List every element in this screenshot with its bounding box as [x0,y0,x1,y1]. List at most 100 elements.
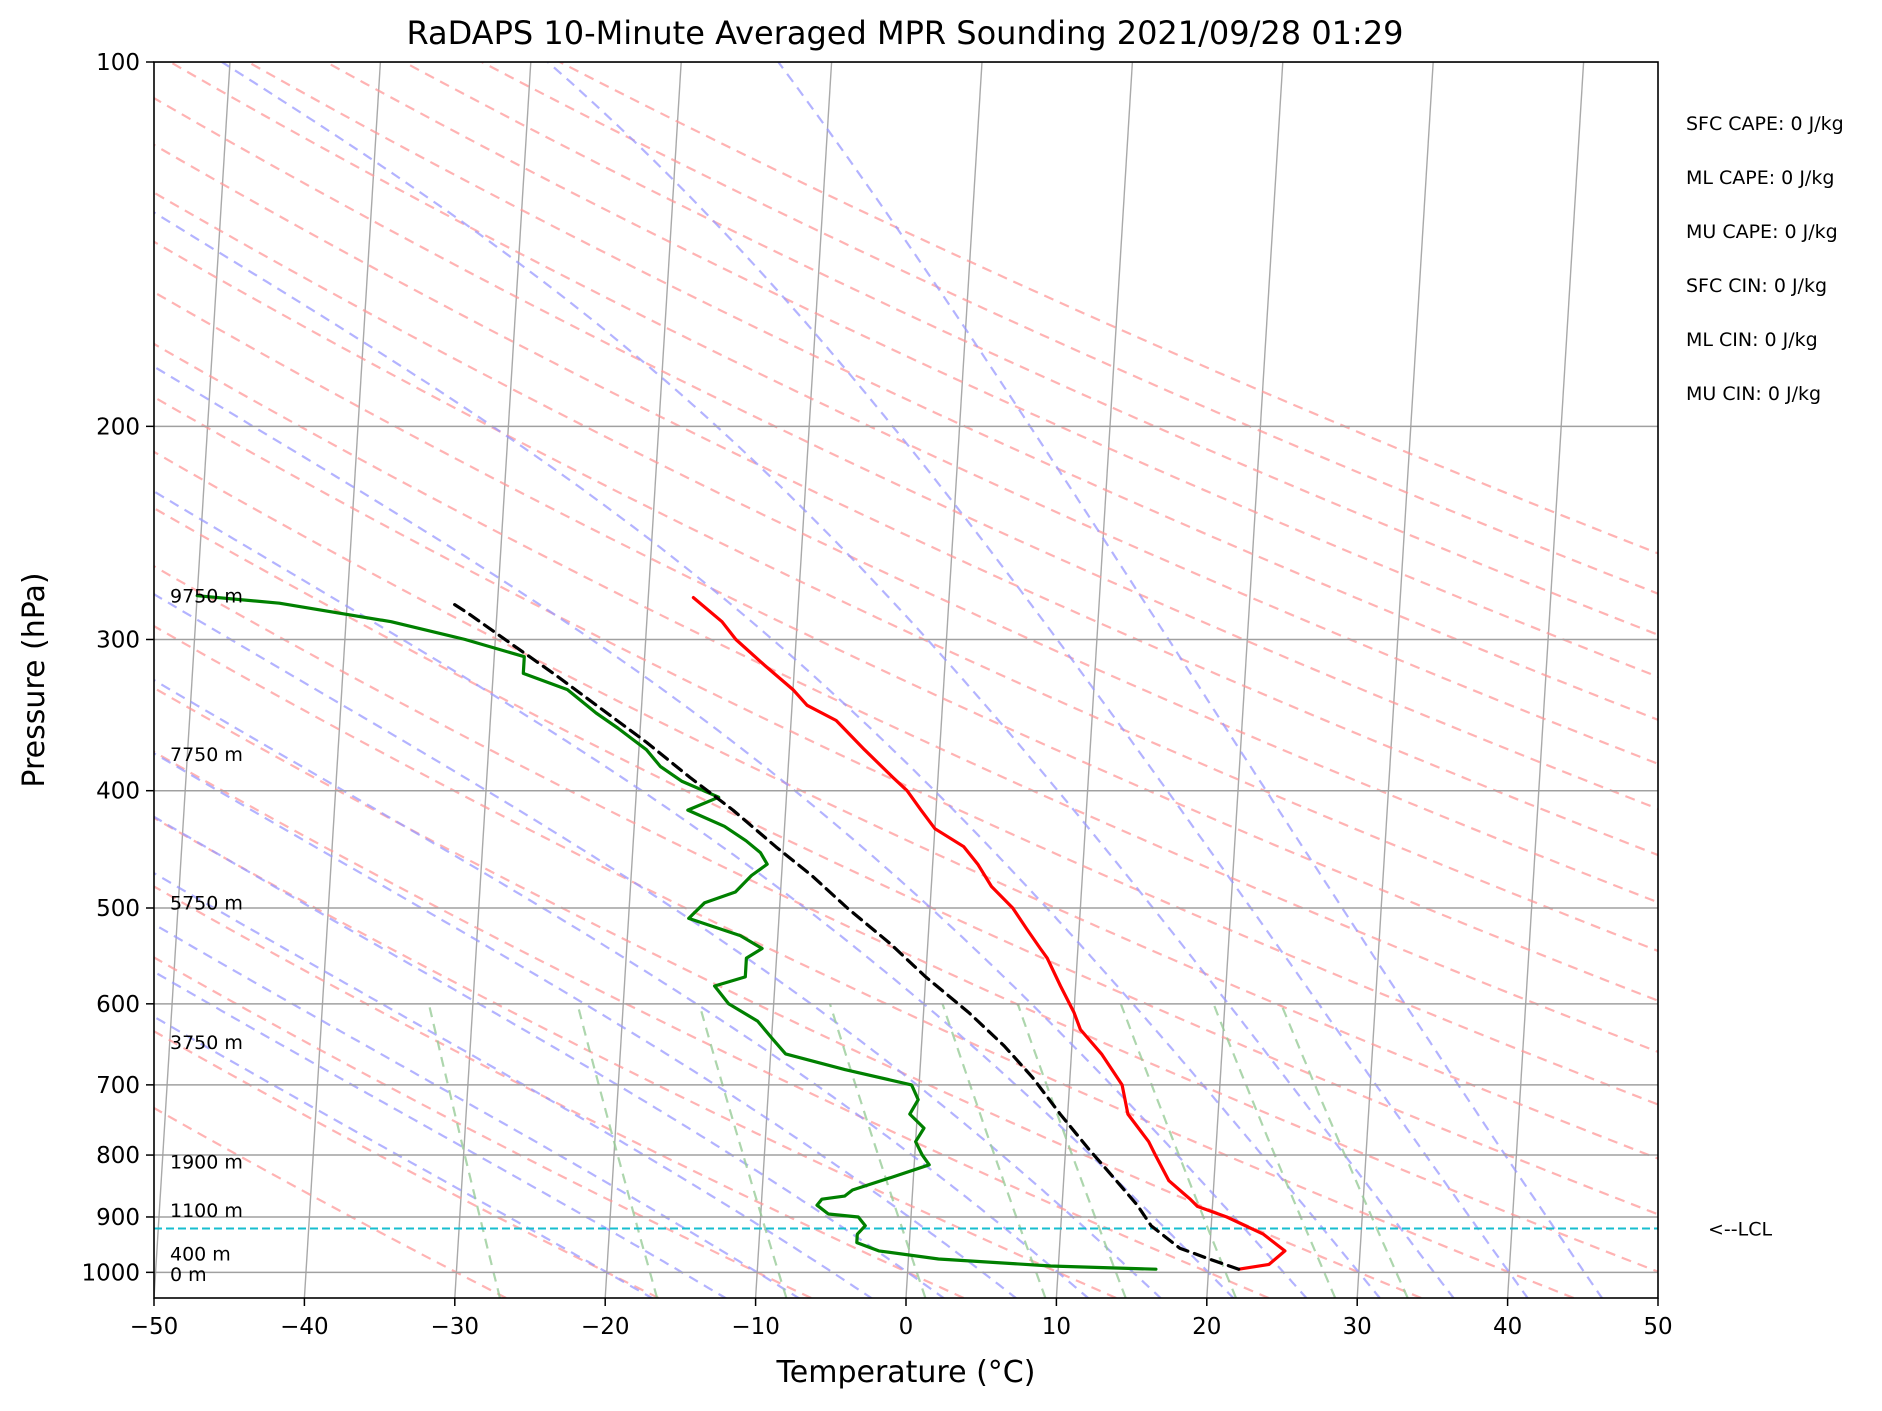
isotherm-line [1506,62,1585,1298]
height-label: 9750 m [170,586,243,608]
moist-adiabat-line [154,815,946,1298]
x-axis-label: Temperature (°C) [776,1355,1036,1390]
temperature-trace [691,596,1287,1271]
chart-title: RaDAPS 10-Minute Averaged MPR Sounding 2… [406,14,1403,52]
height-label: 1900 m [170,1152,243,1174]
index-label: MU CAPE: 0 J/kg [1686,221,1838,243]
dry-adiabat-line [154,395,1658,1106]
height-label: 1100 m [170,1200,243,1222]
moist-adiabat-line [154,752,1018,1298]
mixing-ratio-line [576,1003,659,1298]
index-label: ML CIN: 0 J/kg [1686,329,1818,351]
y-tick-label: 800 [96,1143,140,1169]
dry-adiabat-line [154,240,1658,953]
sounding-traces [195,594,1287,1271]
isotherm-line [1808,62,1882,1298]
dry-adiabat-line [403,62,1658,636]
index-label: SFC CAPE: 0 J/kg [1686,113,1844,135]
dry-adiabat-line [154,450,1658,1160]
y-tick-label: 200 [96,414,140,440]
moist-adiabat-line [154,871,874,1298]
dry-adiabat-line [154,816,1117,1298]
stability-indices: SFC CAPE: 0 J/kg ML CAPE: 0 J/kg MU CAPE: … [1686,113,1844,405]
height-labels: 9750 m 7750 m 5750 m 3750 m 1900 m 1100 m 400 … [170,586,243,1286]
dry-adiabat-line [154,96,1658,811]
x-tick-label: −50 [130,1314,179,1340]
y-tick-label: 300 [96,627,140,653]
y-tick-label: 700 [96,1073,140,1099]
dry-adiabat-line [559,62,1658,555]
dry-adiabat-line [154,956,812,1298]
mixing-ratio-line [1119,1003,1238,1298]
dry-adiabat-line [154,143,1658,857]
y-tick-label: 100 [96,50,140,76]
index-label: ML CAPE: 0 J/kg [1686,167,1834,189]
isotherm-line [604,62,682,1298]
dewpoint-trace [195,594,1158,1271]
x-tick-label: 20 [1192,1314,1221,1340]
reference-lines [154,62,1882,1298]
moist-adiabat-line [154,678,1090,1298]
x-tick-label: −30 [431,1314,480,1340]
x-axis-ticks: −50 −40 −30 −20 −10 0 10 20 30 40 50 [130,1298,1673,1340]
index-label: MU CIN: 0 J/kg [1686,383,1821,405]
mixing-ratio-line [828,1003,927,1298]
x-tick-label: 30 [1343,1314,1372,1340]
dry-adiabat-line [154,1030,660,1298]
mixing-ratio-line [698,1003,788,1298]
y-tick-label: 1000 [81,1260,140,1286]
x-tick-label: −20 [581,1314,630,1340]
height-label: 0 m [170,1264,207,1286]
moist-adiabat-line [154,365,1308,1298]
isotherm-line [303,62,382,1298]
dry-adiabat-line [154,564,1658,1273]
y-tick-label: 600 [96,992,140,1018]
parcel-trace [450,601,1241,1271]
dry-adiabat-line [154,686,1422,1298]
x-tick-label: 50 [1643,1314,1672,1340]
height-label: 3750 m [170,1032,243,1054]
isotherm-line [454,62,532,1298]
y-axis-label: Pressure (hPa) [17,572,52,787]
mixing-ratio-line [941,1003,1047,1298]
mixing-ratio-line [1279,1003,1409,1298]
isotherm-line [154,62,231,1298]
isotherm-line [1206,62,1284,1298]
dry-adiabat-line [154,750,1270,1298]
dry-adiabat-line [247,62,1658,722]
pressure-grid [154,62,1658,1274]
isotherm-line [1356,62,1434,1298]
x-tick-label: −40 [280,1314,329,1340]
x-tick-label: 40 [1493,1314,1522,1340]
isotherm-line [754,62,833,1298]
height-label: 5750 m [170,893,243,915]
dry-adiabat-line [154,506,1658,1216]
y-axis-ticks: 100 200 300 400 500 600 700 800 900 1000 [81,50,154,1286]
y-tick-label: 900 [96,1205,140,1231]
moist-adiabat-line [154,490,1235,1298]
dry-adiabat-line [154,1106,507,1298]
mixing-ratio-line [1016,1003,1127,1298]
isotherm-line [905,62,983,1298]
index-label: SFC CIN: 0 J/kg [1686,275,1827,297]
x-tick-label: 0 [899,1314,914,1340]
dry-adiabat-line [325,62,1658,679]
plot-frame [153,61,1659,1299]
y-tick-label: 500 [96,896,140,922]
moist-adiabat-line [154,592,1163,1298]
isotherm-line [1055,62,1134,1298]
dry-adiabat-line [154,290,1658,1002]
dry-adiabat-line [481,62,1658,595]
moist-adiabat-line [547,62,1530,1298]
moist-adiabat-line [154,923,801,1298]
lcl-label: <--LCL [1708,1219,1772,1241]
height-label: 400 m [170,1244,231,1266]
mixing-ratio-line [1212,1003,1337,1298]
dry-adiabat-line [154,624,1575,1298]
x-tick-label: −10 [731,1314,780,1340]
isotherm-line [1657,1286,1658,1298]
height-label: 7750 m [170,744,243,766]
moist-adiabat-line [777,62,1604,1298]
